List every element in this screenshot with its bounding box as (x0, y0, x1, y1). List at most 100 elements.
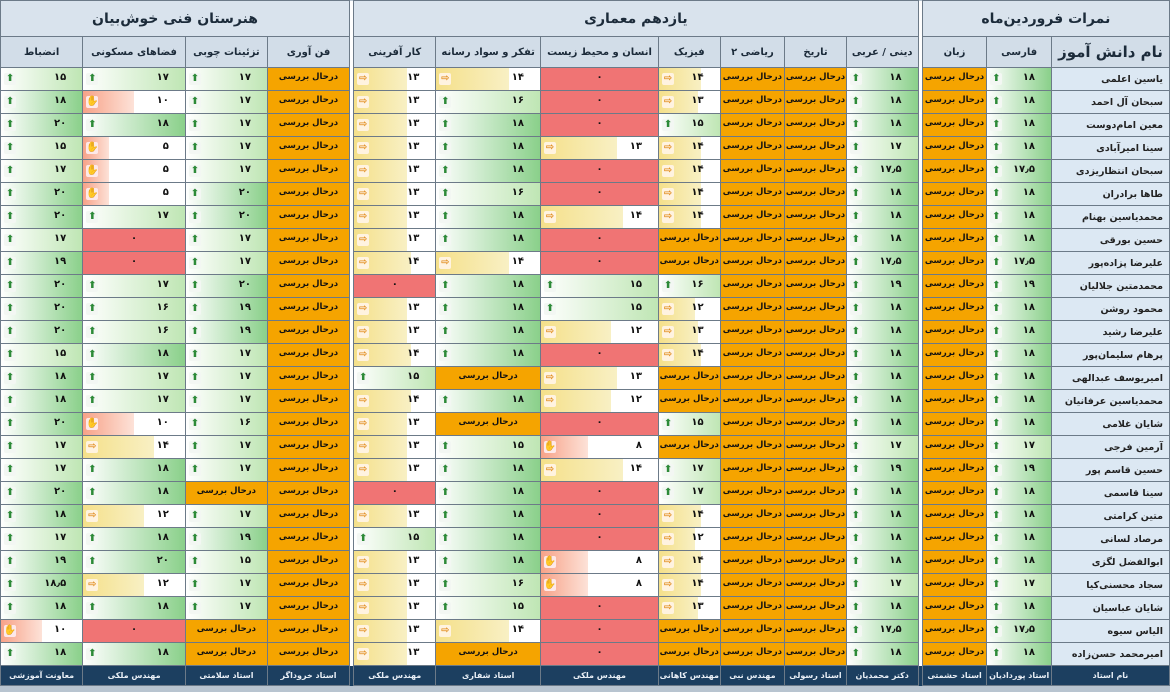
grade-cell[interactable]: ⬆ ۱۶ (658, 274, 721, 298)
grade-cell[interactable]: ⇨ ۱۴ (658, 136, 721, 160)
grade-cell[interactable]: ⇨ ۱۳ (353, 205, 437, 229)
grade-cell[interactable]: درحال بررسی (921, 481, 988, 505)
grade-cell[interactable]: ⬆ ۱۷ (184, 251, 268, 275)
grade-cell[interactable]: ⬆ ۱۷ (184, 159, 268, 183)
grade-cell[interactable]: ⇨ ۱۴ (658, 182, 721, 206)
grade-cell[interactable]: ۰ (540, 642, 659, 666)
grade-cell[interactable]: درحال بررسی (266, 182, 351, 206)
student-name[interactable]: سبحان آل احمد (1051, 90, 1170, 114)
grade-cell[interactable]: ⇨ ۱۳ (353, 550, 437, 574)
grade-cell[interactable]: ⇨ ۱۳ (353, 136, 437, 160)
grade-cell[interactable]: درحال بررسی (719, 366, 786, 390)
grade-cell[interactable]: درحال بررسی (921, 389, 988, 413)
grade-cell[interactable]: ⇨ ۱۲ (540, 320, 659, 344)
grade-cell[interactable]: ⇨ ۱۴ (658, 67, 721, 91)
grade-cell[interactable]: ⬆ ۱۸ (986, 596, 1052, 620)
grade-cell[interactable]: ⬆ ۱۷٫۵ (845, 619, 919, 643)
grade-cell[interactable]: ⬆ ۱۸ (435, 504, 541, 528)
grade-cell[interactable]: درحال بررسی (266, 504, 351, 528)
student-name[interactable]: سینا امیرآبادی (1051, 136, 1170, 160)
grade-cell[interactable]: ⬆ ۱۸ (435, 481, 541, 505)
grade-cell[interactable]: درحال بررسی (719, 159, 786, 183)
grade-cell[interactable]: درحال بررسی (719, 527, 786, 551)
grade-cell[interactable]: درحال بررسی (266, 435, 351, 459)
grade-cell[interactable]: ⬆ ۱۵ (0, 136, 84, 160)
grade-cell[interactable]: درحال بررسی (921, 251, 988, 275)
grade-cell[interactable]: درحال بررسی (266, 366, 351, 390)
grade-cell[interactable]: ⬆ ۱۷ (0, 458, 84, 482)
grade-cell[interactable]: ⇨ ۱۳ (540, 366, 659, 390)
grade-cell[interactable]: ⬆ ۱۸ (845, 343, 919, 367)
student-name[interactable]: الیاس سیوه (1051, 619, 1170, 643)
grade-cell[interactable]: ⬆ ۱۸ (845, 228, 919, 252)
grade-cell[interactable]: درحال بررسی (784, 481, 847, 505)
grade-cell[interactable]: درحال بررسی (658, 228, 721, 252)
grade-cell[interactable]: درحال بررسی (719, 619, 786, 643)
grade-cell[interactable]: ⬆ ۱۸ (845, 642, 919, 666)
grade-cell[interactable]: ⬆ ۱۷٫۵ (845, 251, 919, 275)
grade-cell[interactable]: ۰ (353, 274, 437, 298)
grade-cell[interactable]: ⇨ ۱۲ (658, 297, 721, 321)
grade-cell[interactable]: ⬆ ۱۹ (0, 550, 84, 574)
grade-cell[interactable]: ⬆ ۱۸ (82, 113, 186, 137)
grade-cell[interactable]: ⇨ ۱۲ (82, 504, 186, 528)
grade-cell[interactable]: درحال بررسی (921, 527, 988, 551)
grade-cell[interactable]: ⬆ ۱۵ (658, 113, 721, 137)
grade-cell[interactable]: درحال بررسی (719, 642, 786, 666)
grade-cell[interactable]: درحال بررسی (921, 113, 988, 137)
grade-cell[interactable]: ۰ (540, 251, 659, 275)
grade-cell[interactable]: ⬆ ۱۷٫۵ (986, 619, 1052, 643)
grade-cell[interactable]: ⬆ ۱۸ (0, 596, 84, 620)
grade-cell[interactable]: ⬆ ۱۹ (184, 320, 268, 344)
grade-cell[interactable]: ⬆ ۱۸ (845, 389, 919, 413)
grade-cell[interactable]: ۰ (540, 67, 659, 91)
grade-cell[interactable]: درحال بررسی (266, 320, 351, 344)
grade-cell[interactable]: درحال بررسی (784, 182, 847, 206)
grade-cell[interactable]: ۰ (540, 90, 659, 114)
grade-cell[interactable]: ⬆ ۲۰ (0, 205, 84, 229)
grade-cell[interactable]: ⬆ ۱۷ (0, 159, 84, 183)
grade-cell[interactable]: ⬆ ۱۷ (184, 113, 268, 137)
grade-cell[interactable]: ⬆ ۱۷٫۵ (986, 251, 1052, 275)
grade-cell[interactable]: ⬆ ۱۸ (435, 274, 541, 298)
grade-cell[interactable]: ⬆ ۱۸ (986, 343, 1052, 367)
grade-cell[interactable]: ⇨ ۱۴ (353, 389, 437, 413)
grade-cell[interactable]: ⇨ ۱۴ (353, 251, 437, 275)
grade-cell[interactable]: درحال بررسی (784, 412, 847, 436)
grade-cell[interactable]: ⬆ ۱۷ (184, 366, 268, 390)
grade-cell[interactable]: درحال بررسی (435, 412, 541, 436)
grade-cell[interactable]: درحال بررسی (784, 251, 847, 275)
grade-cell[interactable]: درحال بررسی (784, 435, 847, 459)
grade-cell[interactable]: ⇨ ۱۳ (353, 320, 437, 344)
grade-cell[interactable]: درحال بررسی (658, 435, 721, 459)
grade-cell[interactable]: درحال بررسی (784, 113, 847, 137)
grade-cell[interactable]: درحال بررسی (719, 550, 786, 574)
grade-cell[interactable]: درحال بررسی (719, 596, 786, 620)
grade-cell[interactable]: درحال بررسی (719, 113, 786, 137)
grade-cell[interactable]: ✋ ۵ (82, 182, 186, 206)
grade-cell[interactable]: ⬆ ۱۸ (986, 412, 1052, 436)
grade-cell[interactable]: ⬆ ۱۸ (986, 90, 1052, 114)
grade-cell[interactable]: درحال بررسی (266, 458, 351, 482)
grade-cell[interactable]: ⬆ ۱۸ (986, 550, 1052, 574)
grade-cell[interactable]: ⬆ ۱۵ (540, 297, 659, 321)
grade-cell[interactable]: درحال بررسی (921, 159, 988, 183)
grade-cell[interactable]: درحال بررسی (719, 205, 786, 229)
grade-cell[interactable]: درحال بررسی (921, 596, 988, 620)
student-name[interactable]: سبحان انتظاریزدی (1051, 159, 1170, 183)
student-name[interactable]: سجاد محسنی‌کیا (1051, 573, 1170, 597)
grade-cell[interactable]: درحال بررسی (784, 389, 847, 413)
grade-cell[interactable]: ⇨ ۱۳ (658, 320, 721, 344)
grade-cell[interactable]: ⬆ ۱۸ (845, 366, 919, 390)
grade-cell[interactable]: ⬆ ۱۷ (658, 458, 721, 482)
grade-cell[interactable]: درحال بررسی (921, 619, 988, 643)
grade-cell[interactable]: ⬆ ۱۶ (184, 412, 268, 436)
grade-cell[interactable]: ⬆ ۱۷ (845, 573, 919, 597)
grade-cell[interactable]: ⬆ ۱۸ (845, 412, 919, 436)
grade-cell[interactable]: ⬆ ۱۸ (986, 67, 1052, 91)
grade-cell[interactable]: درحال بررسی (921, 274, 988, 298)
grade-cell[interactable]: ✋ ۱۰ (82, 412, 186, 436)
grade-cell[interactable]: ⬆ ۱۵ (184, 550, 268, 574)
grade-cell[interactable]: درحال بررسی (266, 573, 351, 597)
grade-cell[interactable]: درحال بررسی (266, 113, 351, 137)
